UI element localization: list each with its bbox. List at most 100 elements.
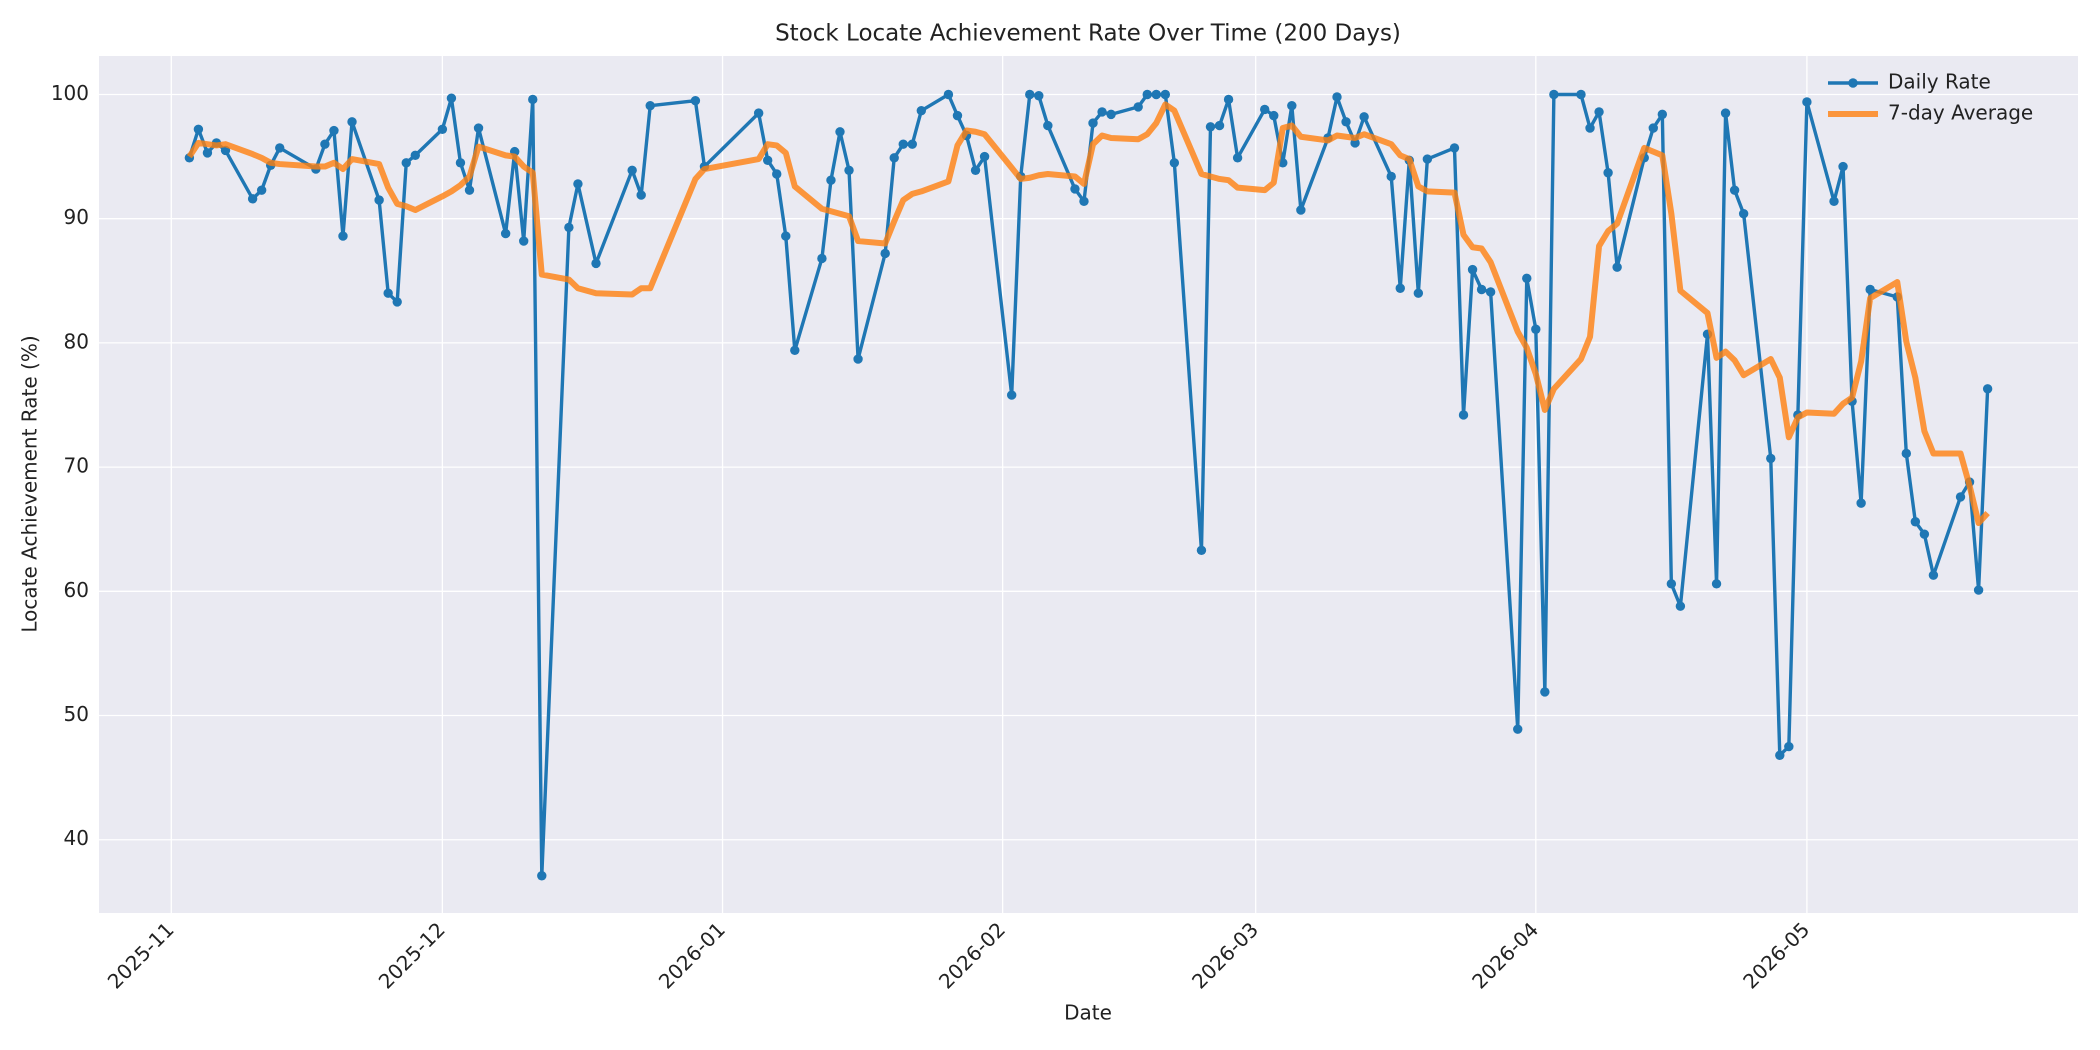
data-point — [1070, 184, 1080, 194]
data-point — [1675, 601, 1686, 611]
data-point — [1901, 448, 1912, 459]
data-point — [1928, 570, 1939, 580]
data-point — [1269, 110, 1279, 121]
data-point — [1603, 168, 1613, 178]
x-tick-label: 2025-11 — [103, 917, 179, 993]
data-point — [1196, 545, 1207, 556]
data-point — [1006, 390, 1017, 400]
data-point — [1738, 209, 1749, 219]
data-point — [1223, 94, 1234, 105]
data-point — [1973, 585, 1984, 595]
data-point — [202, 148, 213, 158]
data-point — [401, 158, 411, 168]
data-point — [1205, 122, 1216, 132]
data-point — [898, 139, 908, 149]
data-point — [500, 228, 511, 239]
data-point — [320, 139, 330, 149]
data-point — [979, 151, 990, 162]
data-point — [763, 155, 773, 166]
data-point — [1088, 118, 1098, 128]
data-point — [1079, 196, 1089, 207]
data-point — [383, 288, 393, 298]
data-point — [1034, 91, 1044, 101]
data-point — [329, 125, 339, 136]
data-point — [1919, 529, 1930, 539]
y-tick-label: 40 — [64, 826, 89, 850]
x-tick-label: 2026-01 — [654, 917, 730, 993]
data-point — [1856, 498, 1866, 508]
legend-label: Daily Rate — [1888, 70, 1991, 94]
x-tick-label: 2025-12 — [374, 917, 450, 993]
x-tick-label: 2026-04 — [1467, 917, 1543, 993]
data-point — [564, 222, 574, 233]
data-point — [193, 124, 204, 134]
data-point — [347, 117, 357, 127]
data-point — [1467, 264, 1478, 275]
x-tick-label: 2026-02 — [934, 917, 1010, 993]
data-point — [464, 185, 475, 195]
data-point — [446, 93, 457, 103]
data-point — [880, 248, 890, 259]
x-axis-label: Date — [1064, 1001, 1112, 1025]
data-point — [455, 158, 466, 168]
plot-area — [99, 56, 2078, 913]
legend-label: 7-day Average — [1888, 101, 2033, 125]
y-tick-label: 60 — [64, 578, 89, 602]
data-point — [1982, 384, 1993, 394]
data-point — [1540, 687, 1550, 697]
data-point — [1802, 97, 1812, 107]
chart-title: Stock Locate Achievement Rate Over Time … — [775, 21, 1401, 47]
y-tick-label: 70 — [64, 454, 89, 478]
data-point — [781, 231, 791, 241]
data-point — [1910, 517, 1921, 527]
data-point — [1169, 158, 1180, 168]
data-point — [1766, 453, 1776, 464]
data-point — [1449, 143, 1460, 153]
data-point — [1775, 750, 1785, 760]
data-point — [1711, 579, 1722, 589]
data-point — [1160, 89, 1171, 100]
data-point — [1522, 273, 1532, 284]
data-point — [907, 139, 917, 149]
data-point — [247, 194, 258, 204]
data-point — [537, 871, 547, 881]
data-point — [1666, 579, 1677, 589]
data-point — [790, 345, 800, 356]
y-tick-label: 100 — [51, 81, 89, 105]
data-point — [374, 195, 384, 205]
data-point — [1413, 288, 1424, 298]
series-line — [186, 101, 1990, 527]
y-axis-label: Locate Achievement Rate (%) — [18, 335, 42, 632]
data-point — [1576, 89, 1586, 100]
data-point — [1476, 284, 1487, 295]
data-point — [844, 165, 854, 175]
data-point — [952, 110, 963, 121]
data-point — [1729, 185, 1740, 195]
data-point — [1151, 89, 1161, 100]
data-point — [753, 108, 764, 118]
data-point — [645, 100, 655, 111]
data-point — [1612, 262, 1622, 272]
data-point — [1359, 112, 1369, 122]
data-point — [817, 253, 827, 264]
y-tick-label: 90 — [64, 205, 89, 229]
data-point — [835, 127, 845, 137]
data-point — [1531, 324, 1541, 334]
data-point — [1648, 123, 1658, 133]
data-point — [1214, 120, 1225, 131]
data-point — [1097, 107, 1107, 117]
data-point — [1422, 154, 1433, 164]
data-point — [591, 258, 601, 269]
data-point — [889, 153, 899, 163]
y-tick-label: 80 — [64, 329, 89, 353]
data-point — [1829, 196, 1839, 207]
data-point — [1287, 100, 1297, 111]
data-point — [1865, 284, 1875, 295]
data-point — [1485, 287, 1496, 297]
data-point — [1133, 102, 1143, 112]
data-point — [1386, 171, 1396, 182]
data-point — [519, 236, 529, 246]
x-tick-label: 2026-03 — [1187, 917, 1263, 993]
data-point — [256, 185, 267, 195]
data-point — [690, 96, 701, 106]
